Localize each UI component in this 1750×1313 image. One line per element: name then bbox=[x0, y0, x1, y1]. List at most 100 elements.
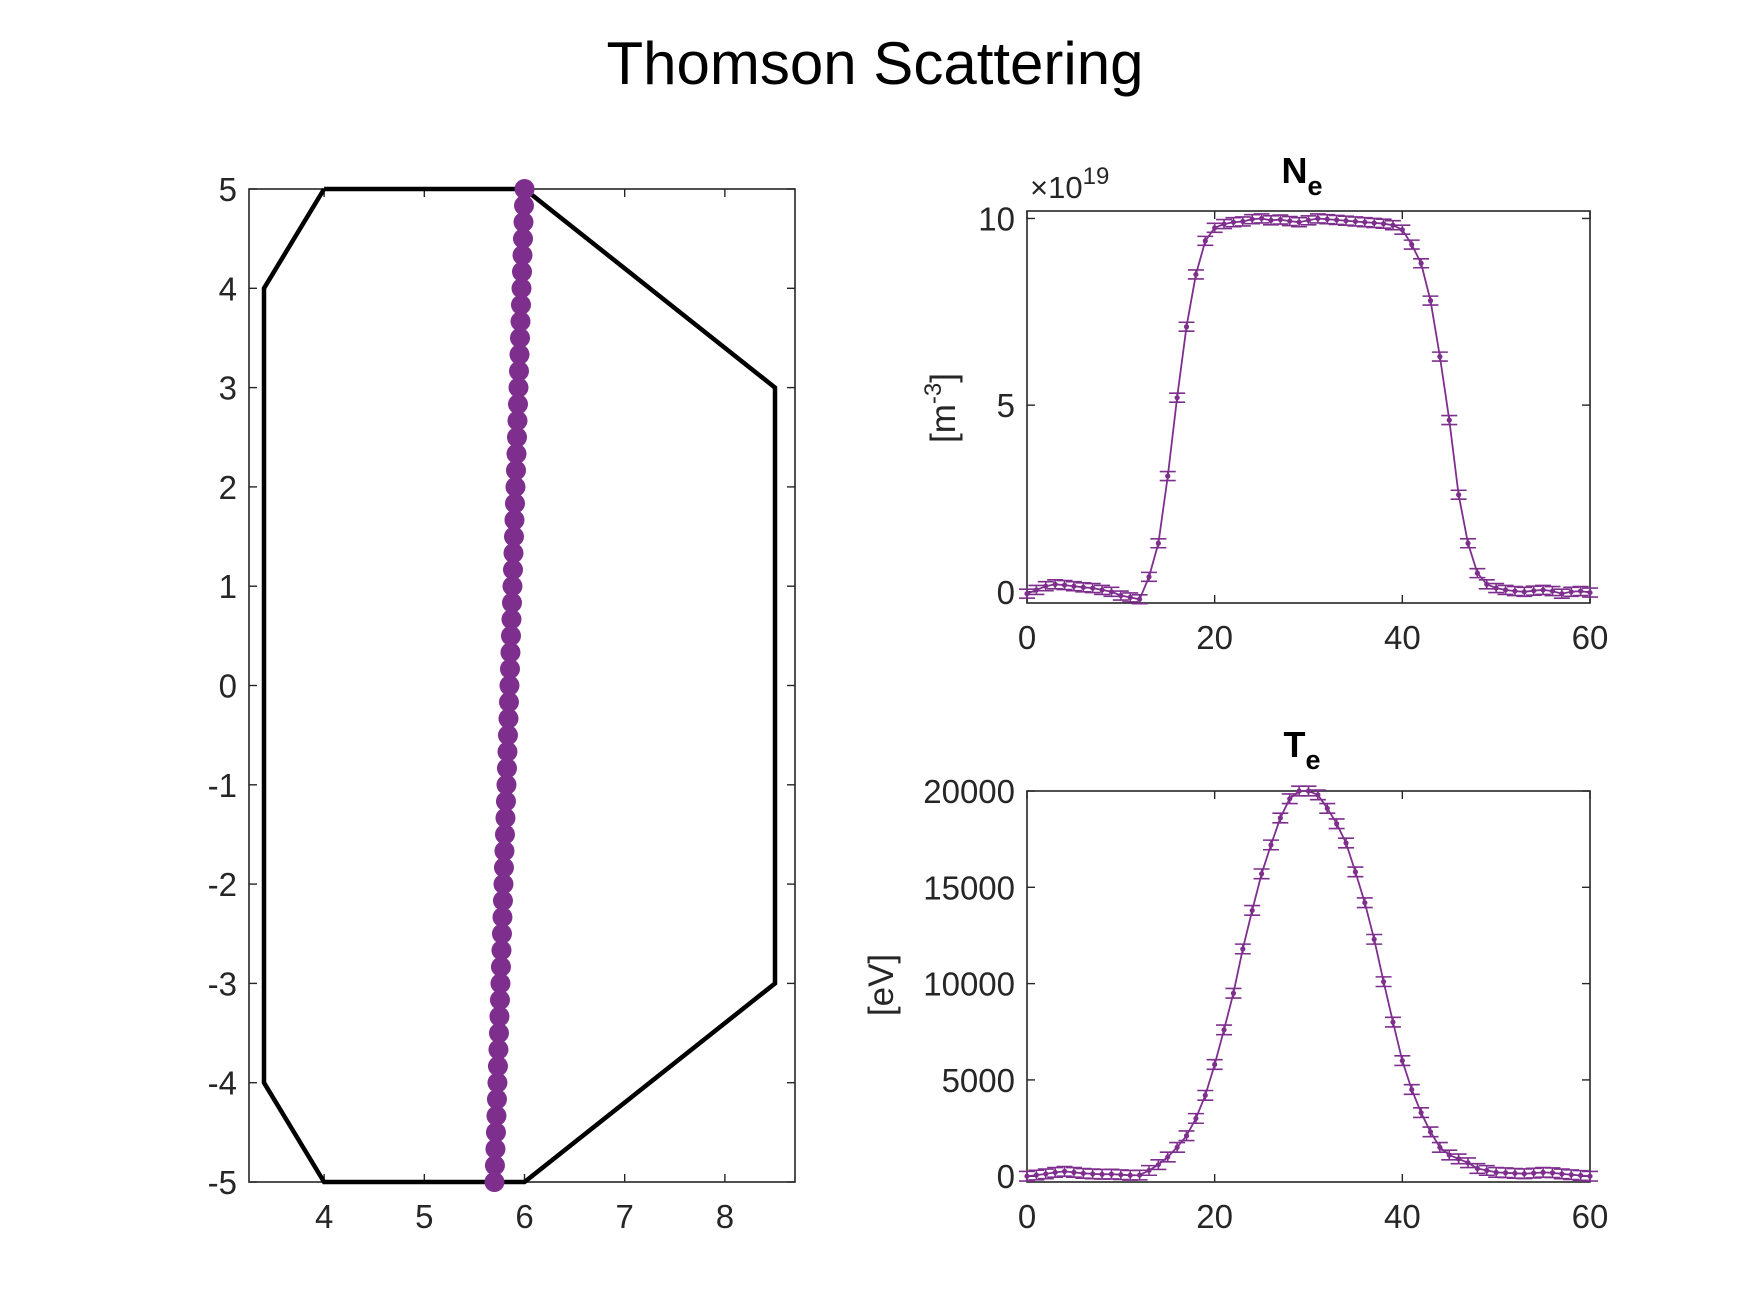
density-data-point bbox=[1334, 217, 1340, 223]
temperature-frame bbox=[1026, 790, 1591, 1183]
temperature-data-point bbox=[1512, 1170, 1518, 1176]
temperature-errorbar bbox=[1234, 943, 1251, 955]
temperature-data-point bbox=[1230, 990, 1237, 996]
chord-point bbox=[487, 1056, 508, 1077]
vessel-outline bbox=[261, 186, 778, 1185]
density-data-point bbox=[1033, 587, 1039, 593]
density-errorbar bbox=[1469, 567, 1486, 579]
density-data-point bbox=[1296, 219, 1302, 225]
density-data-point bbox=[1212, 225, 1218, 231]
density-data-point bbox=[1437, 354, 1443, 360]
temperature-data-point bbox=[1080, 1170, 1086, 1176]
density-data-point bbox=[1165, 473, 1171, 479]
chord-point bbox=[504, 493, 525, 514]
temperature-xtick-label: 0 bbox=[1018, 1198, 1036, 1235]
density-data-point bbox=[1531, 588, 1537, 594]
temperature-errorbar bbox=[1338, 837, 1355, 849]
density-errorbar bbox=[1019, 588, 1035, 599]
density-errorbar bbox=[1544, 585, 1561, 597]
chord-point bbox=[484, 1172, 505, 1192]
temperature-errorbar bbox=[1460, 1157, 1477, 1169]
density-data-point bbox=[1446, 417, 1452, 423]
temperature-data-point bbox=[1521, 1171, 1527, 1177]
temperature-errorbar bbox=[1178, 1130, 1195, 1142]
chord-point bbox=[501, 592, 522, 613]
temperature-errorbar bbox=[1187, 1112, 1204, 1125]
temperature-data-point bbox=[1305, 788, 1312, 794]
vessel-ytick-label: -2 bbox=[208, 866, 237, 903]
temperature-errorbar bbox=[1140, 1164, 1157, 1177]
temperature-data-point bbox=[1427, 1129, 1434, 1135]
density-data-point bbox=[1456, 492, 1462, 498]
chord-point bbox=[497, 741, 518, 762]
chord-point bbox=[493, 874, 514, 895]
density-data-point bbox=[1484, 581, 1490, 587]
density-errorbar bbox=[1460, 537, 1477, 549]
temperature-errorbar bbox=[1366, 933, 1383, 945]
vessel-xtick-label: 8 bbox=[716, 1198, 734, 1235]
temperature-errorbar bbox=[1403, 1083, 1420, 1096]
temperature-errorbar bbox=[1047, 1166, 1064, 1178]
density-errorbar bbox=[1216, 218, 1233, 230]
vessel-axes: 4 5 6 7 8 -5 -4 -3 -2 -1 0 1 2 3 4 5 bbox=[208, 171, 796, 1235]
density-data-point bbox=[1108, 589, 1115, 595]
chord-point bbox=[503, 526, 524, 547]
temperature-data-point bbox=[1108, 1171, 1115, 1177]
temperature-data-point bbox=[1352, 869, 1359, 875]
temperature-errorbar bbox=[1019, 1170, 1035, 1182]
chord-point bbox=[514, 179, 535, 199]
temperature-errorbar bbox=[1309, 789, 1326, 801]
temperature-data-point bbox=[1127, 1172, 1133, 1178]
density-data-point bbox=[1221, 221, 1227, 227]
temperature-data-point bbox=[1146, 1167, 1152, 1174]
temperature-data-point bbox=[1502, 1170, 1509, 1176]
chord-point bbox=[491, 923, 512, 944]
temperature-errorbar bbox=[1028, 1169, 1045, 1181]
density-errorbar bbox=[1441, 414, 1458, 426]
temperature-errorbar bbox=[1347, 866, 1364, 878]
density-data-point bbox=[1409, 242, 1415, 248]
density-data-point bbox=[1587, 589, 1593, 596]
density-errorbar bbox=[1291, 216, 1308, 228]
temperature-axes: Te [eV] 0 20 40 60 0 5000 10000 15000 20000 bbox=[862, 724, 1608, 1235]
density-data-point bbox=[1118, 592, 1124, 599]
chord-point bbox=[512, 261, 532, 282]
chord-point bbox=[503, 543, 524, 564]
chord-point bbox=[495, 791, 516, 812]
temperature-errorbar bbox=[1262, 839, 1279, 851]
chord-point bbox=[505, 476, 526, 497]
density-errorbar bbox=[1159, 470, 1176, 482]
temperature-data-point bbox=[1437, 1144, 1443, 1150]
density-errorbar bbox=[1403, 239, 1420, 250]
temperature-data-point bbox=[1456, 1156, 1462, 1162]
temperature-data-point bbox=[1540, 1169, 1546, 1175]
chord-point bbox=[508, 361, 529, 382]
density-data-point bbox=[1193, 271, 1199, 278]
density-errorbar bbox=[1572, 585, 1589, 597]
density-errorbar bbox=[1103, 586, 1120, 598]
chord-point bbox=[508, 377, 529, 398]
chord-point bbox=[506, 443, 527, 464]
temperature-errorbar bbox=[1272, 812, 1289, 824]
temperature-data-point bbox=[1446, 1152, 1452, 1158]
density-ytick-label: 5 bbox=[997, 387, 1015, 424]
chord-point bbox=[500, 625, 521, 646]
temperature-data-point bbox=[1268, 842, 1274, 848]
chord-point bbox=[488, 1039, 509, 1060]
chord-point bbox=[509, 344, 530, 365]
temperature-errorbar bbox=[1450, 1153, 1467, 1165]
temperature-errorbar bbox=[1375, 976, 1392, 988]
chord-point bbox=[487, 1072, 508, 1093]
chord-point bbox=[504, 510, 525, 530]
density-data-point bbox=[1240, 218, 1246, 225]
chord-point bbox=[499, 675, 520, 696]
density-ytick-label: 0 bbox=[997, 574, 1015, 611]
temperature-errorbar bbox=[1356, 897, 1373, 909]
temperature-errorbar bbox=[1544, 1167, 1561, 1179]
temperature-data-point bbox=[1071, 1169, 1077, 1175]
density-errorbar bbox=[1112, 590, 1129, 601]
density-errorbar bbox=[1056, 579, 1073, 591]
temperature-title: Te bbox=[1283, 724, 1320, 775]
density-data-point bbox=[1512, 588, 1518, 594]
